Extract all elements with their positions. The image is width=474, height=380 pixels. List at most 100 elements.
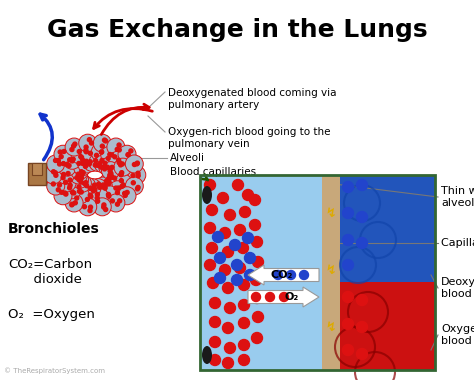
Circle shape — [81, 188, 99, 207]
Circle shape — [249, 195, 261, 206]
Circle shape — [123, 193, 127, 197]
Circle shape — [102, 138, 107, 142]
Circle shape — [77, 178, 81, 182]
Circle shape — [77, 185, 81, 189]
Circle shape — [93, 134, 111, 152]
Circle shape — [356, 348, 367, 359]
Circle shape — [98, 185, 101, 189]
Circle shape — [70, 203, 74, 207]
Circle shape — [58, 150, 62, 154]
Circle shape — [100, 150, 103, 154]
Circle shape — [117, 143, 121, 147]
Circle shape — [57, 162, 62, 166]
Circle shape — [126, 153, 130, 157]
Circle shape — [79, 134, 97, 152]
Circle shape — [238, 280, 249, 290]
Circle shape — [120, 162, 124, 166]
Circle shape — [245, 252, 255, 263]
Circle shape — [249, 220, 261, 231]
Circle shape — [108, 173, 112, 177]
Circle shape — [85, 184, 89, 188]
Circle shape — [107, 194, 111, 198]
Circle shape — [81, 143, 99, 162]
Circle shape — [78, 173, 82, 177]
Circle shape — [101, 170, 119, 188]
Circle shape — [63, 151, 81, 169]
Circle shape — [63, 191, 67, 195]
Circle shape — [215, 272, 226, 283]
Circle shape — [72, 191, 76, 195]
Circle shape — [79, 190, 83, 194]
Text: CO₂: CO₂ — [270, 270, 292, 280]
Circle shape — [204, 223, 216, 233]
Text: ↯: ↯ — [326, 320, 336, 334]
Circle shape — [212, 231, 224, 242]
Circle shape — [99, 174, 117, 192]
Circle shape — [356, 238, 367, 249]
Circle shape — [82, 182, 86, 185]
Circle shape — [84, 180, 88, 185]
Circle shape — [356, 321, 367, 332]
Circle shape — [70, 202, 74, 206]
Text: Deoxygenated blood coming via
pulmonary artery: Deoxygenated blood coming via pulmonary … — [168, 88, 337, 109]
Circle shape — [343, 318, 354, 329]
Circle shape — [113, 155, 117, 159]
Circle shape — [300, 271, 309, 280]
Circle shape — [65, 194, 83, 212]
Circle shape — [123, 192, 127, 195]
Circle shape — [80, 170, 83, 174]
Circle shape — [356, 294, 367, 306]
Circle shape — [128, 166, 146, 184]
Circle shape — [76, 172, 80, 176]
Circle shape — [136, 161, 139, 165]
Circle shape — [207, 242, 218, 253]
Circle shape — [104, 139, 108, 143]
Circle shape — [343, 260, 354, 271]
Circle shape — [92, 185, 96, 189]
Circle shape — [80, 155, 83, 160]
Circle shape — [108, 152, 112, 157]
Circle shape — [71, 186, 89, 204]
Circle shape — [85, 197, 90, 201]
Circle shape — [101, 186, 119, 204]
Circle shape — [83, 165, 87, 168]
Circle shape — [132, 163, 137, 166]
Circle shape — [343, 182, 354, 193]
Circle shape — [109, 151, 127, 169]
Circle shape — [95, 196, 99, 200]
Circle shape — [118, 161, 122, 165]
Text: © TheRespiratorSystem.com: © TheRespiratorSystem.com — [4, 367, 105, 374]
Circle shape — [84, 148, 88, 152]
Circle shape — [231, 260, 243, 271]
Circle shape — [60, 190, 64, 194]
Circle shape — [120, 171, 124, 175]
Circle shape — [72, 144, 76, 148]
Circle shape — [100, 158, 104, 162]
Circle shape — [96, 163, 100, 167]
Circle shape — [235, 263, 246, 274]
Circle shape — [136, 185, 140, 189]
Circle shape — [94, 154, 99, 157]
Circle shape — [119, 173, 123, 177]
Circle shape — [67, 163, 71, 168]
Circle shape — [107, 182, 111, 186]
Circle shape — [107, 177, 110, 180]
Circle shape — [225, 302, 236, 314]
FancyArrow shape — [248, 265, 319, 285]
Circle shape — [54, 173, 58, 177]
Circle shape — [120, 184, 124, 188]
Circle shape — [68, 158, 72, 162]
Circle shape — [93, 163, 97, 167]
Circle shape — [56, 158, 60, 163]
Circle shape — [117, 186, 120, 190]
Circle shape — [98, 162, 102, 166]
Circle shape — [75, 176, 79, 180]
Circle shape — [56, 188, 60, 192]
Circle shape — [204, 260, 216, 271]
Bar — [322, 175, 340, 370]
Circle shape — [94, 177, 112, 195]
Circle shape — [99, 165, 103, 169]
Circle shape — [93, 187, 97, 192]
Circle shape — [73, 174, 91, 192]
Bar — [28, 163, 46, 185]
